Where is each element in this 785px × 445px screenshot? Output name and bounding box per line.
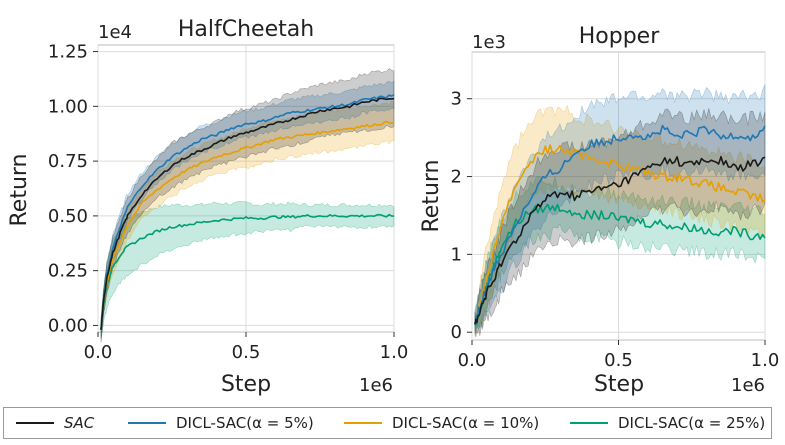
legend-swatch-dicl-10 — [344, 422, 382, 424]
halfcheetah-xtick-label: 1.0 — [380, 342, 409, 363]
halfcheetah-line-dicl-sac-25 — [100, 213, 395, 330]
legend-label-sac: SAC — [64, 414, 95, 432]
legend-swatch-sac — [16, 422, 54, 424]
hopper-ytick-label: 0 — [451, 322, 462, 343]
halfcheetah-line-sac — [100, 97, 395, 330]
halfcheetah-ytick-label: 1.00 — [48, 96, 88, 117]
hopper-band-sac — [474, 108, 766, 338]
legend-label-dicl-25: DICL-SAC(α = 25%) — [618, 414, 766, 432]
hopper-ylabel: Return — [419, 159, 444, 232]
hopper-band-dicl-sac-25 — [474, 175, 766, 333]
hopper-title: Hopper — [579, 24, 660, 49]
hopper-lines — [474, 124, 766, 326]
hopper-ytick-label: 2 — [451, 167, 462, 188]
halfcheetah-grid — [97, 45, 395, 332]
legend-label-dicl-10: DICL-SAC(α = 10%) — [392, 414, 540, 432]
halfcheetah-band-dicl-sac-10 — [100, 100, 395, 339]
hopper-ytick-label: 3 — [451, 89, 462, 110]
legend-item-dicl-10: DICL-SAC(α = 10%) — [344, 408, 539, 438]
hopper-line-sac — [474, 155, 766, 325]
legend-swatch-dicl-5 — [128, 422, 166, 424]
hopper-xtick-label: 0.0 — [458, 350, 487, 371]
halfcheetah-lines — [100, 94, 395, 330]
halfcheetah-band-dicl-sac-5 — [100, 80, 395, 339]
hopper-panel: 0.0 0.5 1.0 0 1 2 3 Hopper 1e3 1e6 Step Retur… — [419, 24, 779, 397]
halfcheetah-ytick-label: 0.00 — [48, 315, 88, 336]
halfcheetah-title: HalfCheetah — [178, 17, 314, 42]
halfcheetah-line-dicl-sac-10 — [100, 120, 395, 330]
halfcheetah-ylabel: Return — [7, 153, 32, 226]
halfcheetah-xtick-label: 0.0 — [84, 342, 113, 363]
legend-swatch-dicl-25 — [570, 422, 608, 424]
legend: SAC DICL-SAC(α = 5%) DICL-SAC(α = 10%) D… — [3, 407, 772, 439]
halfcheetah-xtick-label: 0.5 — [232, 342, 261, 363]
halfcheetah-ytick-label: 0.75 — [48, 151, 88, 172]
hopper-xtick-label: 1.0 — [751, 350, 780, 371]
legend-item-dicl-5: DICL-SAC(α = 5%) — [128, 408, 314, 438]
hopper-line-dicl-sac-10 — [474, 144, 766, 325]
legend-item-sac: SAC — [16, 408, 94, 438]
legend-item-dicl-25: DICL-SAC(α = 25%) — [570, 408, 765, 438]
hopper-band-dicl-sac-5 — [474, 84, 766, 335]
halfcheetah-ytick-label: 0.50 — [48, 206, 88, 227]
hopper-line-dicl-sac-25 — [474, 203, 766, 326]
halfcheetah-ytick-label: 1.25 — [48, 42, 88, 63]
legend-label-dicl-5: DICL-SAC(α = 5%) — [176, 414, 314, 432]
halfcheetah-panel: 0.0 0.5 1.0 0.00 0.25 0.50 0.75 1.00 1.25 HalfC… — [7, 17, 408, 397]
hopper-xtick-label: 0.5 — [604, 350, 633, 371]
halfcheetah-yticks: 0.00 0.25 0.50 0.75 1.00 1.25 — [48, 42, 98, 336]
hopper-xlabel: Step — [594, 372, 644, 397]
hopper-y-offset: 1e3 — [472, 32, 506, 53]
halfcheetah-line-dicl-sac-5 — [100, 94, 395, 330]
hopper-ytick-label: 1 — [451, 244, 462, 265]
halfcheetah-xlabel: Step — [221, 372, 271, 397]
halfcheetah-y-offset: 1e4 — [98, 22, 132, 43]
hopper-yticks: 0 1 2 3 — [451, 89, 472, 343]
hopper-line-dicl-sac-5 — [474, 124, 766, 325]
halfcheetah-band-dicl-sac-25 — [100, 201, 395, 341]
halfcheetah-ytick-label: 0.25 — [48, 261, 88, 282]
halfcheetah-x-offset: 1e6 — [359, 375, 393, 396]
hopper-x-offset: 1e6 — [731, 375, 765, 396]
halfcheetah-xticks: 0.0 0.5 1.0 — [84, 332, 409, 363]
hopper-xticks: 0.0 0.5 1.0 — [458, 340, 780, 371]
